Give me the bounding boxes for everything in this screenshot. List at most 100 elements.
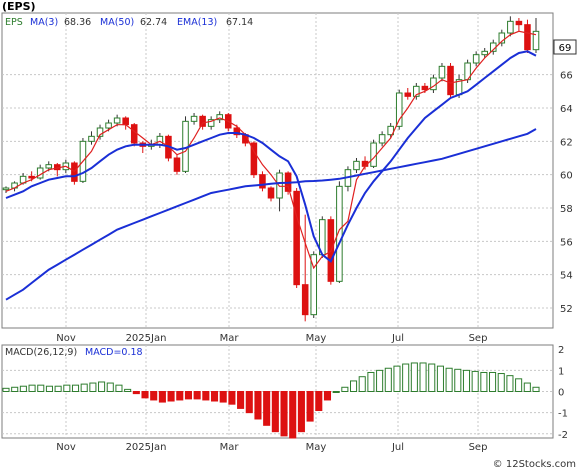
series-line xyxy=(5,128,537,301)
macd-bar xyxy=(289,391,297,439)
candle-body xyxy=(353,160,360,171)
macd-bar xyxy=(376,369,384,393)
macd-bar xyxy=(367,371,375,392)
macd-bar xyxy=(297,391,305,433)
legend-ma50-value: 62.74 xyxy=(140,17,167,28)
macd-bar xyxy=(228,391,236,405)
candle-body xyxy=(250,142,258,176)
macd-grid xyxy=(2,345,553,438)
legend: EPS MA(3) 68.36 MA(50) 62.74 EMA(13) 67.… xyxy=(5,17,253,28)
macd-bar xyxy=(497,373,505,392)
y-tick-label: 56 xyxy=(560,237,573,248)
macd-bar xyxy=(11,386,19,393)
indicator-lines xyxy=(5,30,537,301)
macd-bar xyxy=(315,391,323,412)
candle-body xyxy=(524,24,531,51)
macd-x-tick-label: Sep xyxy=(469,442,488,453)
macd-bar xyxy=(98,381,106,393)
candle-body xyxy=(404,92,412,97)
macd-y-axis: -2 -1 0 1 2 xyxy=(558,345,568,441)
macd-bar xyxy=(393,365,401,392)
macd-bar xyxy=(506,375,514,393)
macd-x-tick-label: May xyxy=(306,442,327,453)
macd-bar xyxy=(532,386,540,393)
macd-bar xyxy=(167,391,175,402)
macd-bar xyxy=(419,362,427,393)
candle-body xyxy=(438,65,446,79)
candle-body xyxy=(88,135,95,142)
candle-body xyxy=(310,254,318,316)
footer-credit: © 12Stocks.com xyxy=(493,459,576,470)
candle-body xyxy=(301,284,309,316)
macd-bar xyxy=(402,363,410,393)
y-tick-label: 54 xyxy=(560,271,573,282)
macd-bar xyxy=(150,391,158,401)
macd-bar xyxy=(323,391,332,401)
macd-bar xyxy=(445,367,453,392)
macd-x-tick-label: Mar xyxy=(220,442,240,453)
macd-bar xyxy=(280,391,288,437)
price-x-axis: Nov 2025Jan Mar May Jul Sep xyxy=(56,333,487,344)
macd-y-tick-label: -2 xyxy=(558,430,568,441)
macd-bar xyxy=(332,391,340,393)
candle-body xyxy=(105,122,112,129)
y-tick-label: 64 xyxy=(560,104,573,115)
last-price-value: 69 xyxy=(559,43,572,54)
macd-bar xyxy=(106,382,114,392)
macd-bar xyxy=(350,380,358,393)
x-tick-label: 2025Jan xyxy=(126,333,167,344)
macd-bar xyxy=(471,370,479,392)
macd-x-axis: Nov 2025Jan Mar May Jul Sep xyxy=(56,442,487,453)
macd-bar xyxy=(124,388,132,392)
candle-body xyxy=(532,30,540,51)
candle-body xyxy=(267,187,275,199)
x-tick-label: Jul xyxy=(391,333,404,344)
candle-body xyxy=(387,125,394,136)
candle-body xyxy=(507,20,514,34)
candle-body xyxy=(130,124,138,144)
macd-legend-value: MACD=0.18 xyxy=(85,347,143,358)
macd-bar xyxy=(132,391,140,395)
candle-body xyxy=(199,115,206,127)
macd-bar xyxy=(193,391,201,400)
macd-bar xyxy=(271,391,279,433)
macd-bar xyxy=(428,363,436,393)
candle-body xyxy=(515,20,523,26)
series-line xyxy=(5,30,537,270)
candle-body xyxy=(173,157,181,172)
macd-bar xyxy=(410,362,418,393)
macd-histogram xyxy=(2,362,540,439)
macd-bar xyxy=(306,391,314,422)
y-tick-label: 60 xyxy=(560,171,573,182)
macd-bar xyxy=(89,382,97,392)
macd-bar xyxy=(176,391,184,401)
legend-ma50-label: MA(50) xyxy=(100,17,134,28)
macd-bar xyxy=(28,384,36,392)
y-tick-label: 52 xyxy=(560,304,573,315)
macd-y-tick-label: 1 xyxy=(558,366,564,377)
candle-body xyxy=(472,54,480,64)
macd-bar xyxy=(80,383,88,392)
candle-body xyxy=(481,50,488,56)
macd-bar xyxy=(202,391,210,401)
macd-bar xyxy=(454,368,462,393)
candle-body xyxy=(395,92,403,127)
candle-body xyxy=(2,187,10,191)
macd-bar xyxy=(45,385,53,393)
candle-body xyxy=(71,162,78,182)
candle-body xyxy=(378,134,386,144)
candle-body xyxy=(370,142,377,167)
x-tick-label: May xyxy=(306,333,327,344)
macd-bar xyxy=(436,365,444,392)
macd-bar xyxy=(37,384,45,392)
macd-bar xyxy=(2,387,10,393)
legend-ma3-label: MA(3) xyxy=(30,17,58,28)
candle-body xyxy=(156,135,164,146)
macd-bar xyxy=(71,384,80,392)
macd-bar xyxy=(263,391,271,426)
macd-bar xyxy=(63,384,71,392)
macd-bar xyxy=(19,385,27,393)
candle-body xyxy=(45,164,53,169)
legend-eps: EPS xyxy=(5,17,23,28)
